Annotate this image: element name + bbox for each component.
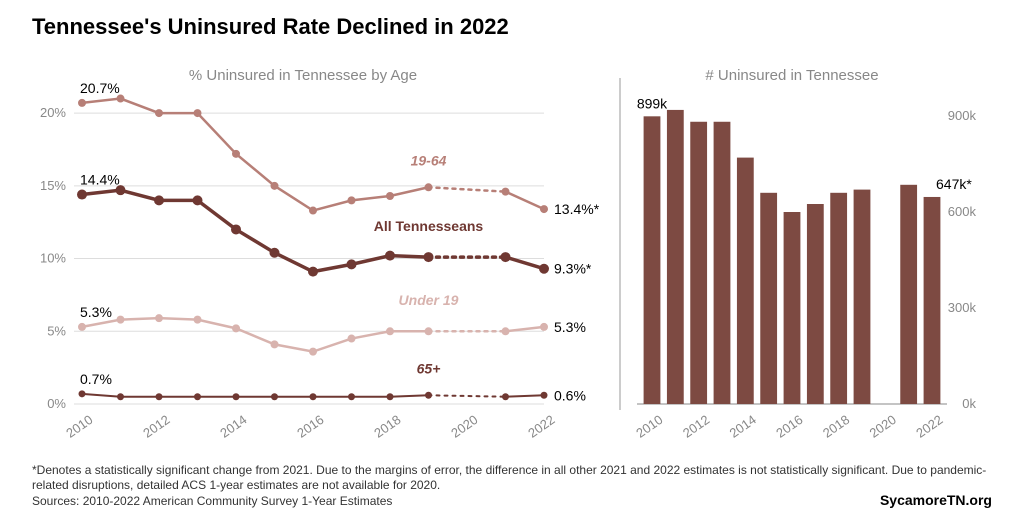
svg-text:# Uninsured in Tennessee: # Uninsured in Tennessee bbox=[705, 67, 878, 84]
sources-text: Sources: 2010-2022 American Community Su… bbox=[32, 494, 392, 508]
svg-text:2022: 2022 bbox=[913, 412, 945, 441]
svg-text:2018: 2018 bbox=[371, 412, 403, 441]
svg-text:300k: 300k bbox=[948, 300, 977, 315]
svg-text:Under 19: Under 19 bbox=[399, 292, 459, 308]
combined-chart: % Uninsured in Tennessee by Age 0% 5% 10% 15… bbox=[32, 60, 992, 452]
svg-text:0.6%: 0.6% bbox=[554, 387, 586, 403]
svg-text:0k: 0k bbox=[962, 396, 976, 411]
svg-text:5.3%: 5.3% bbox=[80, 304, 112, 320]
svg-text:20.7%: 20.7% bbox=[80, 80, 120, 96]
svg-text:2016: 2016 bbox=[294, 412, 326, 441]
svg-text:15%: 15% bbox=[40, 178, 66, 193]
svg-text:19-64: 19-64 bbox=[411, 152, 447, 168]
svg-text:2012: 2012 bbox=[140, 412, 172, 441]
page-title: Tennessee's Uninsured Rate Declined in 2… bbox=[32, 14, 509, 40]
svg-text:2010: 2010 bbox=[63, 412, 95, 441]
svg-text:2022: 2022 bbox=[525, 412, 557, 441]
svg-text:2016: 2016 bbox=[773, 412, 805, 441]
svg-text:10%: 10% bbox=[40, 251, 66, 266]
svg-text:899k: 899k bbox=[637, 95, 668, 111]
svg-text:647k*: 647k* bbox=[936, 176, 972, 192]
svg-text:5%: 5% bbox=[47, 323, 66, 338]
svg-text:% Uninsured in Tennessee by Ag: % Uninsured in Tennessee by Age bbox=[189, 67, 417, 84]
svg-text:900k: 900k bbox=[948, 108, 977, 123]
svg-text:All Tennesseans: All Tennesseans bbox=[374, 218, 484, 234]
svg-text:2014: 2014 bbox=[217, 412, 249, 441]
brand-text: SycamoreTN.org bbox=[880, 492, 992, 508]
svg-text:14.4%: 14.4% bbox=[80, 172, 120, 188]
svg-text:20%: 20% bbox=[40, 105, 66, 120]
svg-text:9.3%*: 9.3%* bbox=[554, 261, 592, 277]
charts-container: % Uninsured in Tennessee by Age 0% 5% 10% 15… bbox=[32, 60, 992, 452]
svg-text:2014: 2014 bbox=[727, 412, 759, 441]
svg-text:2018: 2018 bbox=[820, 412, 852, 441]
svg-text:2020: 2020 bbox=[448, 412, 480, 441]
svg-text:65+: 65+ bbox=[417, 360, 441, 376]
svg-text:2010: 2010 bbox=[633, 412, 665, 441]
svg-text:0%: 0% bbox=[47, 396, 66, 411]
svg-text:600k: 600k bbox=[948, 204, 977, 219]
svg-text:2020: 2020 bbox=[867, 412, 899, 441]
svg-text:0.7%: 0.7% bbox=[80, 371, 112, 387]
svg-text:2012: 2012 bbox=[680, 412, 712, 441]
svg-text:5.3%: 5.3% bbox=[554, 319, 586, 335]
svg-text:13.4%*: 13.4%* bbox=[554, 201, 600, 217]
footnote-text: *Denotes a statistically significant cha… bbox=[32, 463, 992, 494]
